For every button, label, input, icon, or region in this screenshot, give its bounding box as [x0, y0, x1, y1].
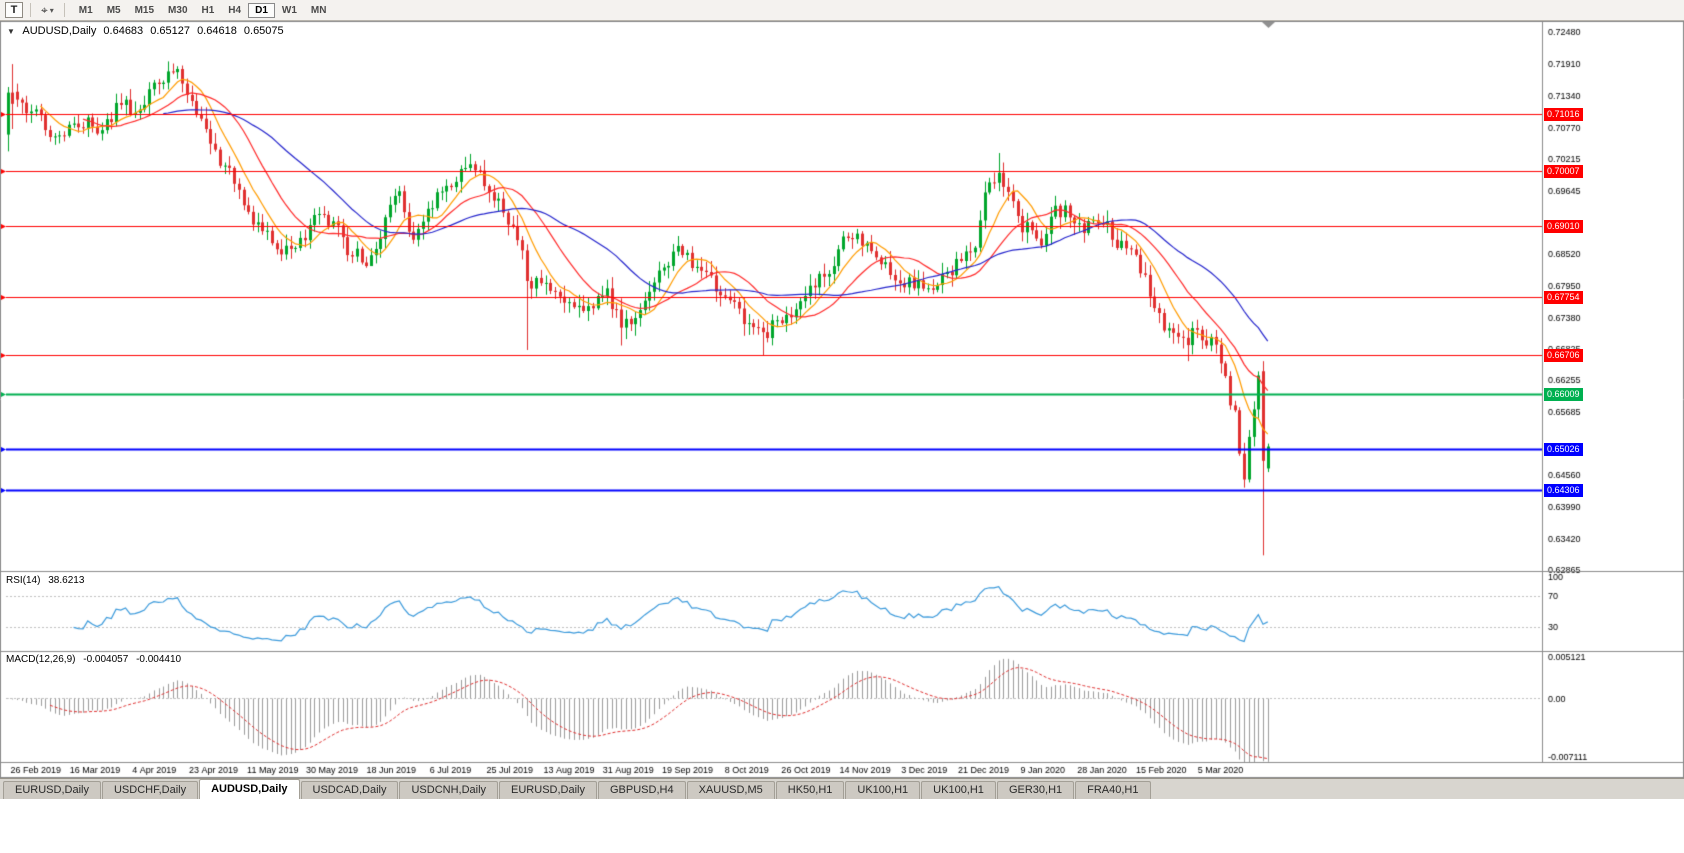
timeframe-button-w1[interactable]: W1 [281, 4, 297, 16]
toolbar-separator [63, 3, 65, 17]
cursor-tool-button[interactable]: ⌖ ▾ [38, 2, 57, 18]
chart-tab-ger30-h1[interactable]: GER30,H1 [996, 781, 1075, 799]
chart-tab-usdcad-daily[interactable]: USDCAD,Daily [300, 781, 399, 799]
price-line-label: 0.67754 [1544, 290, 1583, 304]
price-line-label: 0.69010 [1544, 220, 1583, 234]
toolbar: T ⌖ ▾ M1 M5 M15 M30 H1 H4 D1 W1 MN [0, 0, 1684, 21]
text-tool-button[interactable]: T [5, 2, 23, 18]
timeframe-button-mn[interactable]: MN [310, 4, 327, 16]
ohlc-open: 0.64683 [103, 25, 144, 37]
price-line-label: 0.71016 [1544, 108, 1583, 122]
chart-tab-uk100-h1[interactable]: UK100,H1 [845, 781, 921, 799]
timeframe-button-m1[interactable]: M1 [78, 4, 93, 16]
macd-name: MACD(12,26,9) [6, 654, 76, 665]
price-chart-canvas[interactable] [0, 21, 1684, 778]
ohlc-close: 0.65075 [243, 25, 284, 37]
timeframe-button-d1[interactable]: D1 [248, 2, 275, 18]
chart-tab-bar: EURUSD,Daily USDCHF,Daily AUDUSD,Daily USDC… [0, 778, 1684, 799]
rsi-indicator-label: RSI(14) 38.6213 [6, 575, 89, 586]
ohlc-low: 0.64618 [197, 25, 237, 37]
price-line-label: 0.66009 [1544, 388, 1583, 402]
timeframe-button-m30[interactable]: M30 [168, 4, 188, 16]
chart-tab-audusd-daily[interactable]: AUDUSD,Daily [199, 779, 300, 799]
chart-tab-usdchf-daily[interactable]: USDCHF,Daily [101, 781, 199, 799]
chart-tab-usdcnh-daily[interactable]: USDCNH,Daily [399, 781, 499, 799]
chart-tab-fra40-h1[interactable]: FRA40,H1 [1075, 781, 1151, 799]
crosshair-icon: ⌖ [41, 2, 48, 17]
rsi-value: 38.6213 [48, 575, 85, 586]
price-line-label: 0.65026 [1544, 443, 1583, 457]
macd-signal-value: -0.004410 [136, 654, 182, 665]
timeframe-button-m5[interactable]: M5 [106, 4, 121, 16]
macd-value: -0.004057 [83, 654, 129, 665]
chart-tab-eurusd-daily[interactable]: EURUSD,Daily [499, 781, 597, 799]
chart-title: ▼ AUDUSD,Daily 0.64683 0.65127 0.64618 0… [7, 25, 288, 37]
timeframe-toolbar: M1 M5 M15 M30 H1 H4 D1 W1 MN [72, 2, 334, 18]
chart-tab-uk100-h1[interactable]: UK100,H1 [921, 781, 996, 799]
rsi-name: RSI(14) [6, 575, 41, 586]
ohlc-high: 0.65127 [150, 25, 190, 37]
chart-tab-xauusd-m5[interactable]: XAUUSD,M5 [686, 781, 775, 799]
chart-tab-eurusd-daily[interactable]: EURUSD,Daily [3, 781, 101, 799]
collapse-icon[interactable]: ▼ [7, 27, 15, 36]
timeframe-button-h4[interactable]: H4 [228, 4, 242, 16]
dropdown-caret-icon: ▾ [49, 5, 54, 15]
toolbar-separator [30, 3, 31, 17]
price-line-label: 0.66706 [1544, 349, 1583, 363]
timeframe-button-h1[interactable]: H1 [201, 4, 215, 16]
timeframe-button-m15[interactable]: M15 [134, 4, 155, 16]
chart-tab-gbpusd-h4[interactable]: GBPUSD,H4 [598, 781, 686, 799]
chart-window: ▼ AUDUSD,Daily 0.64683 0.65127 0.64618 0… [0, 21, 1684, 778]
chart-tab-hk50-h1[interactable]: HK50,H1 [775, 781, 845, 799]
price-line-label: 0.70007 [1544, 164, 1583, 178]
macd-indicator-label: MACD(12,26,9) -0.004057 -0.004410 [6, 654, 186, 665]
price-line-label: 0.64306 [1544, 483, 1583, 497]
chart-symbol: AUDUSD,Daily [22, 25, 97, 37]
